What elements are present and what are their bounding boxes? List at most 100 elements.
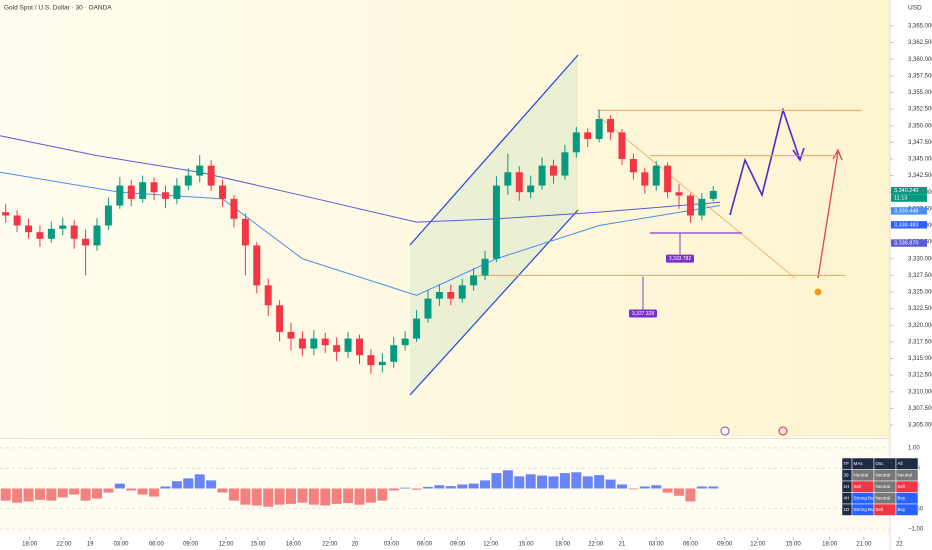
candle-body (161, 192, 169, 199)
osc-bar (126, 488, 137, 491)
candle-body (572, 132, 580, 153)
x-tick-label: 12:00 (750, 542, 766, 548)
event-icon[interactable] (720, 426, 730, 436)
x-tick-label: 20 (352, 542, 359, 548)
osc-bar (696, 486, 707, 489)
candle-body (538, 165, 546, 186)
table-text: Osc (876, 461, 885, 466)
table-text: 4H (844, 495, 850, 500)
osc-bar (514, 476, 525, 489)
osc-bar (103, 488, 114, 493)
x-tick-label: 18:00 (555, 542, 571, 548)
osc-bar (559, 473, 570, 489)
x-tick-label: 15:00 (786, 542, 802, 548)
candle-body (25, 225, 33, 233)
y-tick-label: 3,352.500 (908, 107, 932, 113)
projection-path (729, 107, 801, 216)
x-tick-label: 22:00 (322, 542, 338, 548)
annotation-box (666, 254, 694, 263)
y-tick-label: 3,362.500 (908, 40, 932, 46)
y-tick-label: 3,325.000 (908, 290, 932, 296)
table-text: All (898, 461, 903, 466)
y-tick-label: 3,365.000 (908, 24, 932, 30)
candle-body (253, 245, 261, 286)
x-tick-label: 15:00 (519, 542, 535, 548)
candle-body (333, 345, 341, 352)
candle-body (184, 175, 192, 186)
osc-bar (297, 488, 308, 503)
y-tick-label: 3,342.500 (908, 173, 932, 179)
x-tick-label: 06:00 (683, 542, 699, 548)
y-tick-label: 3,315.000 (908, 356, 932, 362)
candle-body (173, 185, 181, 199)
table-text: Buy (898, 495, 907, 500)
osc-bar (616, 484, 627, 489)
candle-body (504, 172, 512, 186)
osc-bar (525, 474, 536, 489)
candle-body (13, 215, 21, 226)
x-tick-label: 03:00 (113, 542, 129, 548)
candle-body (310, 338, 318, 349)
price-label: 3,340.240 (894, 188, 918, 194)
candle-body (561, 152, 569, 176)
candle-body (481, 258, 489, 276)
osc-bar (411, 488, 422, 490)
osc-bar (343, 488, 354, 504)
osc-bar (114, 483, 125, 489)
osc-bar (537, 475, 548, 489)
candle-body (641, 172, 649, 186)
x-tick-label: 12:00 (483, 542, 499, 548)
x-tick-label: 03:00 (384, 542, 400, 548)
osc-bar (46, 488, 57, 501)
osc-bar (639, 486, 650, 489)
x-tick-label: 06:00 (149, 542, 165, 548)
price-label-box (891, 186, 927, 195)
candle-body (435, 291, 443, 299)
y-tick-label: 3,305.000 (908, 423, 932, 429)
candle-body (127, 185, 135, 199)
oscillator-panel (0, 440, 890, 535)
osc-bar (149, 488, 160, 497)
osc-bar (377, 488, 388, 501)
candle-body (59, 225, 67, 229)
candle-body (321, 338, 329, 346)
osc-bar (92, 488, 103, 499)
y-tick-label: 3,345.000 (908, 157, 932, 163)
x-tick-label: 21 (619, 542, 626, 548)
candle-body (470, 275, 478, 286)
candle-body (150, 182, 158, 193)
osc-bar (160, 486, 171, 489)
osc-bar (206, 480, 217, 489)
osc-bar (674, 488, 685, 496)
table-text: 1H (844, 484, 850, 489)
candle-body (413, 318, 421, 339)
osc-bar (708, 486, 719, 489)
table-text: Sell (898, 484, 906, 489)
y-tick-label: 3,355.000 (908, 90, 932, 96)
candle-body (82, 238, 90, 246)
candle-body (652, 165, 660, 186)
osc-bar (69, 488, 80, 495)
candle-body (47, 228, 55, 239)
candle-body (401, 338, 409, 346)
price-label-box (891, 207, 927, 215)
channel-line (409, 209, 579, 396)
candle-body (618, 132, 626, 159)
candle-body (492, 185, 500, 259)
x-tick-label: 12:00 (218, 542, 234, 548)
osc-bar (457, 484, 468, 489)
osc-bar (594, 475, 605, 489)
candle-body (629, 158, 637, 173)
event-icon[interactable] (778, 426, 788, 436)
projection-arrowhead (792, 147, 805, 162)
table-text: Buy (898, 507, 907, 512)
x-tick-label: 18:00 (22, 542, 38, 548)
osc-tick-label: −1.00 (908, 527, 924, 533)
candle-body (709, 190, 717, 199)
wedge-line (596, 114, 796, 279)
osc-bar (354, 488, 365, 505)
candle-body (276, 305, 284, 332)
candle-body (355, 338, 363, 356)
candle-body (447, 291, 455, 299)
candle-body (196, 165, 204, 176)
